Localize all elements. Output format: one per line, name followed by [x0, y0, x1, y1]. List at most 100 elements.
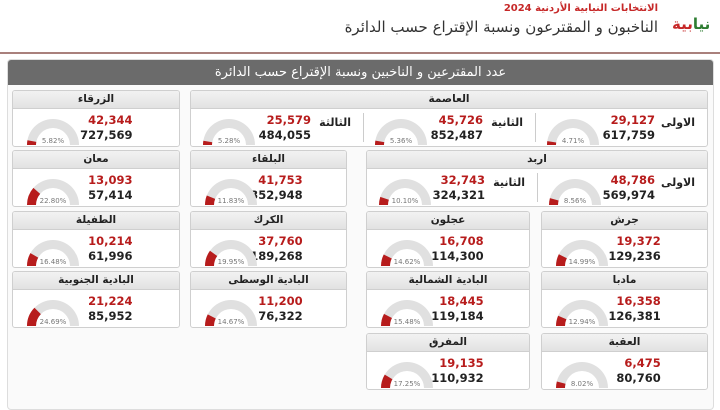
district-name: معان	[13, 151, 179, 169]
sub-district: 42,344 727,569 5.82%	[13, 109, 179, 146]
district-card: معان 13,093 57,414 22.80%	[12, 150, 180, 207]
turnout-percent: 11.83%	[218, 197, 245, 205]
gauge-track	[27, 179, 79, 205]
district-card: عجلون 16,708 114,300 14.62%	[366, 211, 530, 268]
voters-count: 119,184	[431, 309, 484, 323]
district-name: المفرق	[367, 334, 529, 352]
candidates-count: 11,200	[258, 294, 303, 308]
district-name: اربد	[367, 151, 707, 169]
turnout-gauge: 19.95%	[205, 240, 257, 266]
sub-district: 19,135 110,932 17.25%	[367, 352, 529, 389]
sub-district-label: الثالثة	[319, 116, 351, 129]
sub-district: الاولى 48,786 569,974 8.56%	[537, 169, 707, 206]
sub-district: 6,475 80,760 8.02%	[542, 352, 707, 389]
voters-count: 80,760	[616, 371, 661, 385]
page-header: نيابية الانتخابات النيابية الأردنية 2024…	[0, 0, 720, 54]
gauge-track	[556, 240, 608, 266]
turnout-gauge: 17.25%	[381, 362, 433, 388]
voters-count: 484,055	[258, 128, 311, 142]
voters-count: 110,932	[431, 371, 484, 385]
sub-district: 13,093 57,414 22.80%	[13, 169, 179, 206]
district-card: المفرق 19,135 110,932 17.25%	[366, 333, 530, 390]
turnout-percent: 14.99%	[569, 258, 596, 266]
gauge-track	[27, 240, 79, 266]
gauge-fill	[375, 140, 385, 145]
candidates-count: 41,753	[258, 173, 303, 187]
voters-count: 189,268	[250, 249, 303, 263]
district-name: الطفيلة	[13, 212, 179, 230]
turnout-gauge: 8.02%	[556, 362, 608, 388]
turnout-gauge: 14.99%	[556, 240, 608, 266]
gauge-fill	[27, 253, 39, 266]
district-name: عجلون	[367, 212, 529, 230]
gauge-track	[381, 240, 433, 266]
turnout-percent: 4.71%	[562, 137, 585, 145]
voters-count: 129,236	[608, 249, 661, 263]
district-card: العاصمة الاولى 29,127 617,759 4.71% الثانية 45…	[190, 90, 708, 147]
candidates-count: 42,344	[88, 113, 133, 127]
sub-district: 37,760 189,268 19.95%	[191, 230, 346, 267]
sub-district: 18,445 119,184 15.48%	[367, 290, 529, 327]
candidates-count: 48,786	[610, 173, 655, 187]
voters-count: 324,321	[432, 188, 485, 202]
candidates-count: 19,135	[439, 356, 484, 370]
candidates-count: 45,726	[438, 113, 483, 127]
gauge-track	[375, 119, 427, 145]
gauge-fill	[27, 187, 41, 205]
turnout-gauge: 5.82%	[27, 119, 79, 145]
district-card: الزرقاء 42,344 727,569 5.82%	[12, 90, 180, 147]
gauge-track	[556, 300, 608, 326]
candidates-count: 32,743	[440, 173, 485, 187]
gauge-track	[547, 119, 599, 145]
turnout-percent: 19.95%	[218, 258, 245, 266]
gauge-fill	[549, 198, 559, 205]
turnout-gauge: 4.71%	[547, 119, 599, 145]
voters-count: 126,381	[608, 309, 661, 323]
sub-district-label: الثانية	[493, 176, 525, 189]
gauge-fill	[381, 313, 392, 326]
gauge-track	[379, 179, 431, 205]
gauge-track	[556, 362, 608, 388]
divider	[535, 113, 536, 142]
gauge-fill	[556, 381, 566, 388]
turnout-gauge: 15.48%	[381, 300, 433, 326]
sub-district: الثانية 45,726 852,487 5.36%	[363, 109, 535, 146]
district-name: العقبة	[542, 334, 707, 352]
gauge-fill	[556, 315, 567, 326]
district-card: البادية الجنوبية 21,224 85,952 24.69%	[12, 271, 180, 328]
candidates-count: 19,372	[616, 234, 661, 248]
turnout-gauge: 5.36%	[375, 119, 427, 145]
voters-count: 57,414	[88, 188, 133, 202]
turnout-gauge: 8.56%	[549, 179, 601, 205]
turnout-percent: 22.80%	[40, 197, 67, 205]
district-name: مادبا	[542, 272, 707, 290]
district-name: الكرك	[191, 212, 346, 230]
sub-district: الثانية 32,743 324,321 10.10%	[367, 169, 537, 206]
district-name: البلقاء	[191, 151, 346, 169]
gauge-fill	[381, 254, 392, 266]
sub-district: 10,214 61,996 16.48%	[13, 230, 179, 267]
gauge-track	[203, 119, 255, 145]
gauge-fill	[379, 196, 389, 205]
district-name: البادية الجنوبية	[13, 272, 179, 290]
voters-count: 61,996	[88, 249, 133, 263]
district-card: جرش 19,372 129,236 14.99%	[541, 211, 708, 268]
district-card: الكرك 37,760 189,268 19.95%	[190, 211, 347, 268]
turnout-gauge: 5.28%	[203, 119, 255, 145]
sub-district: 19,372 129,236 14.99%	[542, 230, 707, 267]
voters-count: 852,487	[430, 128, 483, 142]
voters-count: 352,948	[250, 188, 303, 202]
gauge-track	[205, 240, 257, 266]
header-subtitle: الانتخابات النيابية الأردنية 2024	[503, 3, 658, 14]
gauge-track	[27, 300, 79, 326]
turnout-gauge: 14.67%	[205, 300, 257, 326]
sub-district-label: الثانية	[491, 116, 523, 129]
page-title: الناخبون و المقترعون ونسبة الإقتراع حسب …	[344, 18, 658, 36]
gauge-fill	[547, 141, 557, 145]
candidates-count: 37,760	[258, 234, 303, 248]
panel-title: عدد المقترعين و الناخبين ونسبة الإقتراع …	[8, 60, 713, 85]
sub-district: 16,708 114,300 14.62%	[367, 230, 529, 267]
gauge-fill	[203, 140, 213, 145]
candidates-count: 25,579	[266, 113, 311, 127]
gauge-track	[549, 179, 601, 205]
